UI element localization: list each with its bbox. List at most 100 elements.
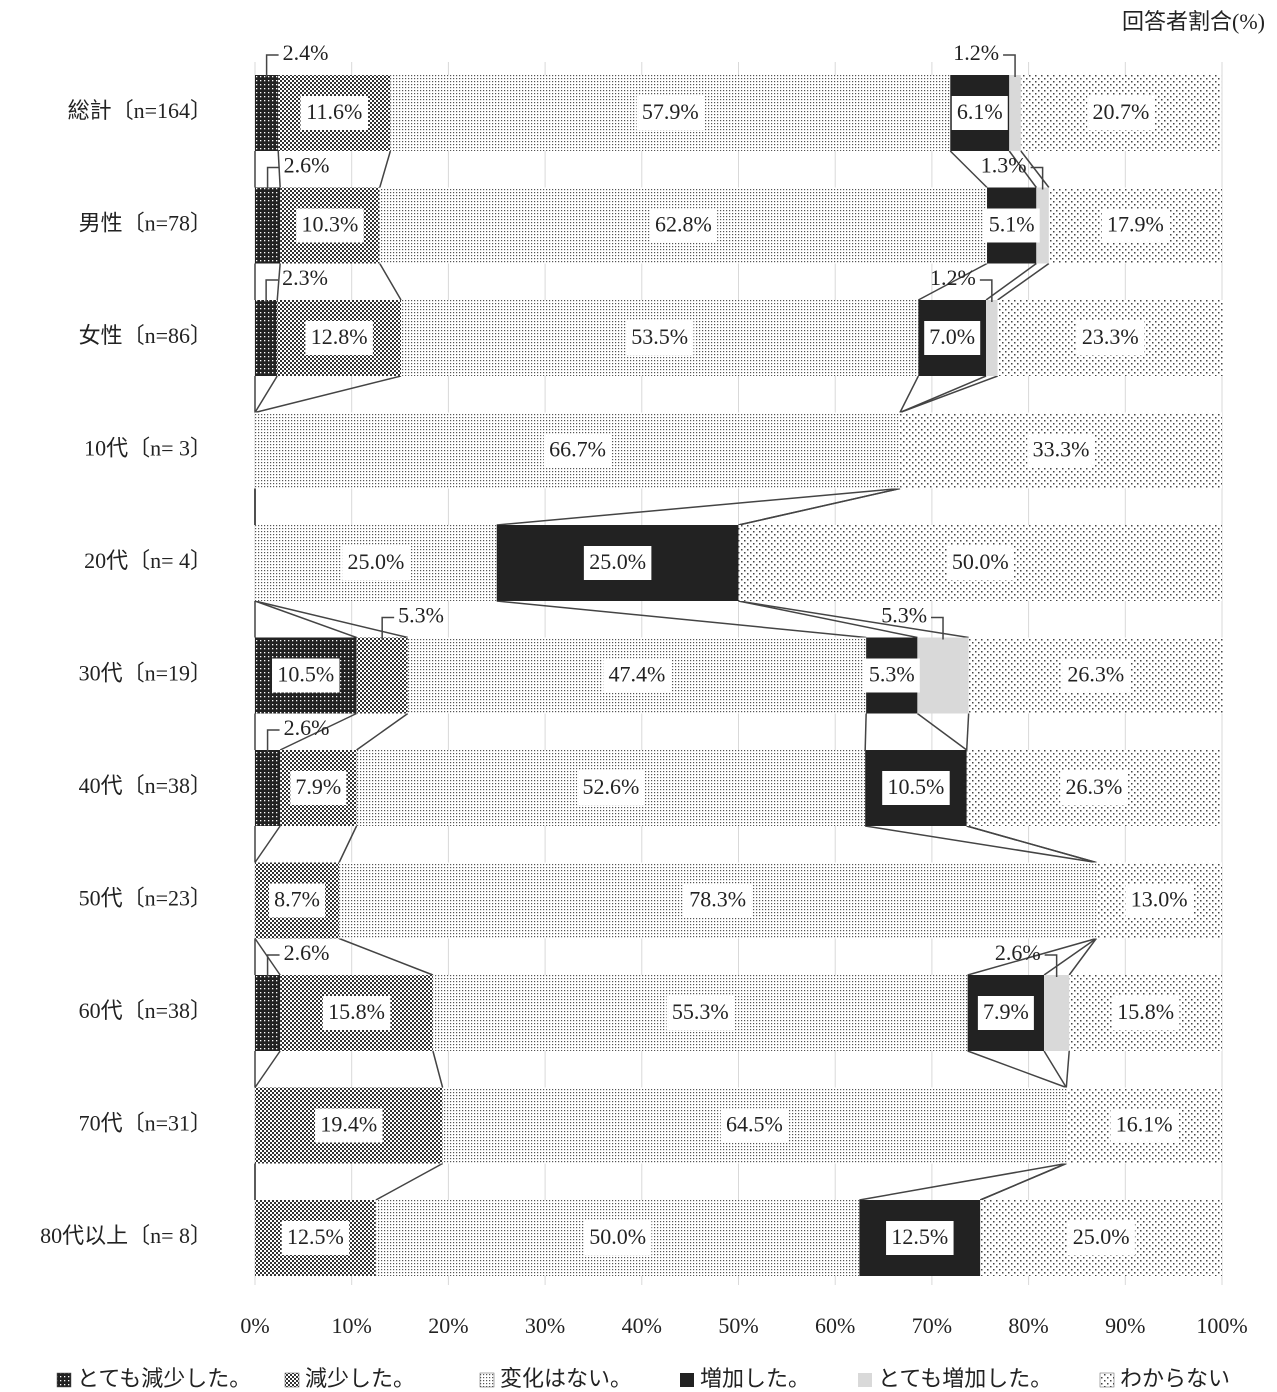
connector-line <box>916 712 968 751</box>
data-label: 62.8% <box>655 212 712 237</box>
connector-line <box>254 1050 281 1088</box>
axis-label: 回答者割合(%) <box>1122 9 1265 34</box>
label-box <box>720 1108 789 1143</box>
data-label: 20.7% <box>1093 99 1150 124</box>
label-box <box>924 321 981 355</box>
data-label: 11.6% <box>306 99 362 124</box>
label-box <box>269 883 326 918</box>
legend-swatch <box>680 1373 694 1387</box>
label-box <box>649 208 718 243</box>
label-box <box>543 433 612 468</box>
label-box <box>1125 883 1193 918</box>
leader-line <box>1003 54 1016 77</box>
data-label: 7.0% <box>929 324 975 349</box>
label-box <box>315 1108 383 1143</box>
connector-line <box>356 712 409 751</box>
data-label: 25.0% <box>589 549 646 574</box>
connector-line <box>375 1162 443 1201</box>
connector-line <box>254 600 357 639</box>
legend-swatch <box>284 1372 300 1388</box>
bar-segment <box>255 187 281 264</box>
connector-line <box>277 150 281 188</box>
data-label: 12.5% <box>287 1224 344 1249</box>
label-box <box>342 546 410 580</box>
category-label: 30代〔n=19〕 <box>79 661 212 686</box>
label-box <box>322 996 391 1030</box>
connector-line <box>979 1162 1067 1201</box>
legend-swatch <box>479 1372 495 1388</box>
data-label: 8.7% <box>274 887 320 912</box>
label-box <box>583 1221 652 1255</box>
connector-line <box>254 375 402 414</box>
connector-line <box>985 262 1037 301</box>
leader-line <box>265 279 279 302</box>
connector-line <box>379 263 402 301</box>
connector-line <box>1020 150 1050 188</box>
data-label: 10.5% <box>888 774 945 799</box>
connector-line <box>338 825 358 863</box>
legend-label: とても増加した。 <box>878 1366 1052 1391</box>
data-label: 52.6% <box>582 774 639 799</box>
x-tick-label: 30% <box>525 1313 565 1338</box>
connector-line <box>965 713 970 751</box>
connector-line <box>254 600 408 639</box>
category-label: 50代〔n=23〕 <box>79 886 212 911</box>
connector-line <box>279 712 357 751</box>
label-box <box>882 771 950 805</box>
label-box <box>1087 96 1155 130</box>
connector-line <box>496 600 867 639</box>
data-label: 12.5% <box>891 1224 948 1249</box>
data-label: 5.3% <box>869 662 915 687</box>
leader-line <box>1030 166 1044 190</box>
label-box <box>1060 771 1128 805</box>
x-tick-label: 80% <box>1008 1313 1048 1338</box>
bar-segment <box>1044 975 1070 1051</box>
connector-line <box>967 937 1097 976</box>
label-box <box>603 658 671 693</box>
connector-line <box>949 150 988 189</box>
label-box <box>946 546 1014 580</box>
label-box <box>272 658 340 693</box>
connector-line <box>496 487 901 526</box>
data-label: 50.0% <box>952 549 1009 574</box>
label-box <box>290 771 347 805</box>
connector-line <box>859 1162 1067 1201</box>
label-box <box>683 883 752 918</box>
legend-label: とても減少した。 <box>77 1366 251 1391</box>
data-label: 78.3% <box>689 887 746 912</box>
data-label: 6.1% <box>957 99 1003 124</box>
bar-segment <box>255 750 281 826</box>
label-box <box>1067 1221 1135 1255</box>
category-label: 総計〔n=164〕 <box>68 98 212 123</box>
category-label: 男性〔n=78〕 <box>79 211 212 236</box>
label-box <box>1027 433 1095 468</box>
connector-line <box>1008 150 1037 188</box>
bar-segment <box>255 975 281 1051</box>
data-label: 15.8% <box>1117 999 1174 1024</box>
x-tick-label: 50% <box>718 1313 758 1338</box>
leader-line <box>931 616 944 640</box>
x-tick-label: 90% <box>1105 1313 1145 1338</box>
data-label: 26.3% <box>1065 774 1122 799</box>
label-box <box>1062 658 1130 693</box>
connector-line <box>899 375 920 413</box>
connector-line <box>254 825 281 863</box>
data-label: 7.9% <box>983 999 1029 1024</box>
connector-line <box>1065 1050 1070 1088</box>
x-tick-label: 60% <box>815 1313 855 1338</box>
label-box <box>1110 1108 1178 1143</box>
legend-label: 減少した。 <box>305 1366 415 1391</box>
data-label: 17.9% <box>1107 212 1164 237</box>
connector-line <box>254 375 278 413</box>
data-label: 1.2% <box>953 40 999 65</box>
leader-line <box>381 616 395 640</box>
x-tick-label: 0% <box>240 1313 269 1338</box>
data-label: 5.3% <box>398 603 444 628</box>
data-label: 25.0% <box>347 549 404 574</box>
data-label: 2.6% <box>284 715 330 740</box>
label-box <box>886 1221 954 1255</box>
bar-segment <box>917 637 969 714</box>
bar-segment <box>255 75 279 151</box>
connector-line <box>738 600 918 639</box>
